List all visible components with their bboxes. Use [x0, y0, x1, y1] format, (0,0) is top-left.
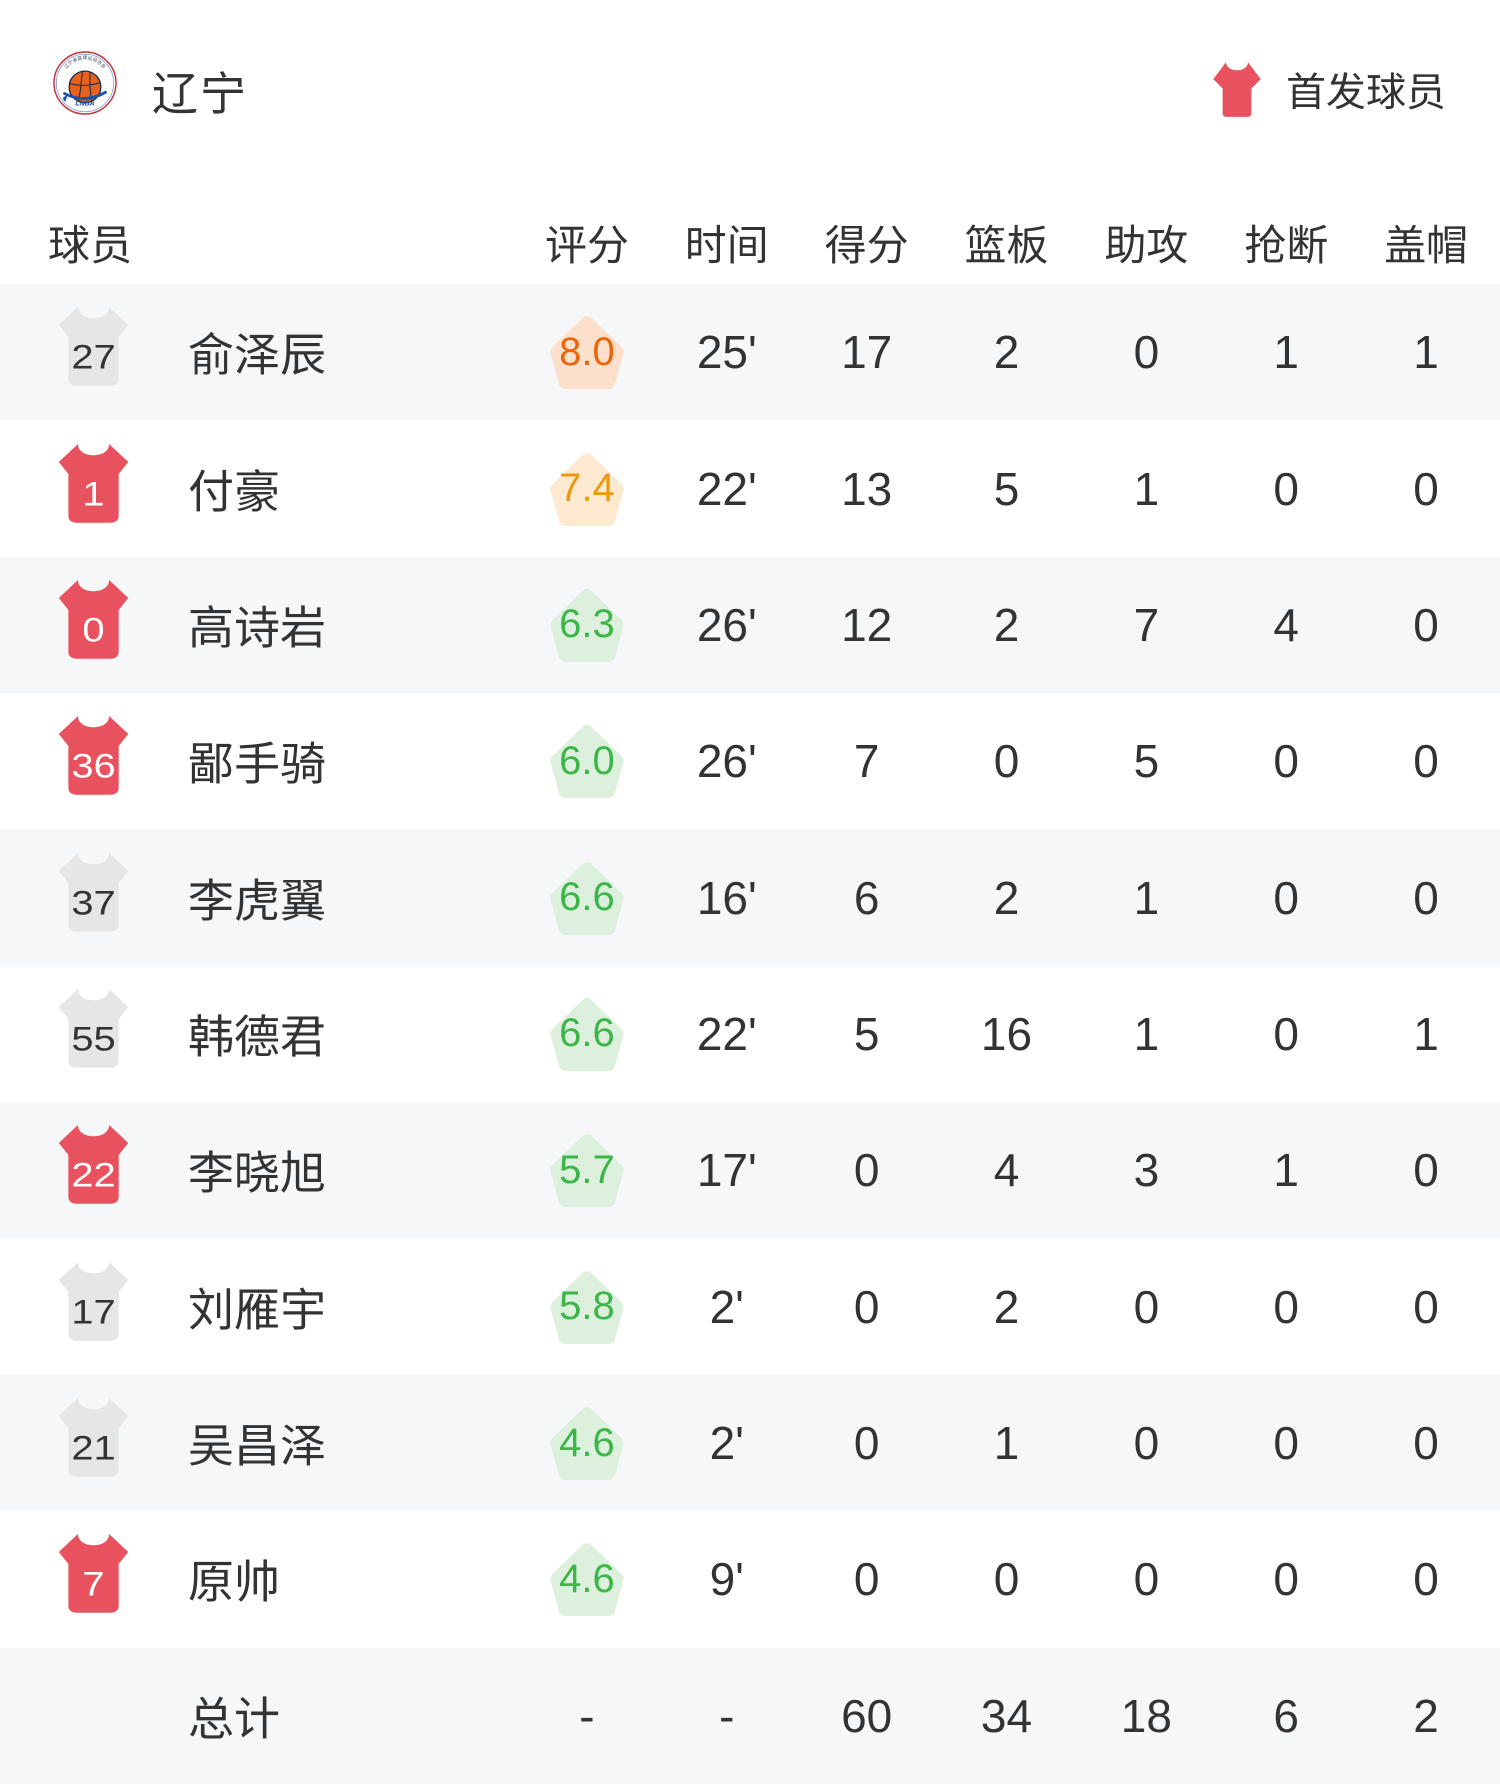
- svg-text:7: 7: [82, 1564, 104, 1603]
- svg-text:17: 17: [71, 1292, 115, 1331]
- svg-text:1: 1: [82, 474, 104, 513]
- svg-text:27: 27: [71, 337, 115, 376]
- svg-text:22: 22: [71, 1155, 115, 1194]
- svg-text:0: 0: [82, 610, 104, 649]
- svg-text:36: 36: [71, 746, 115, 785]
- svg-text:21: 21: [71, 1428, 115, 1467]
- svg-text:LNBA: LNBA: [75, 100, 94, 107]
- svg-text:55: 55: [71, 1019, 115, 1058]
- svg-text:37: 37: [71, 883, 115, 922]
